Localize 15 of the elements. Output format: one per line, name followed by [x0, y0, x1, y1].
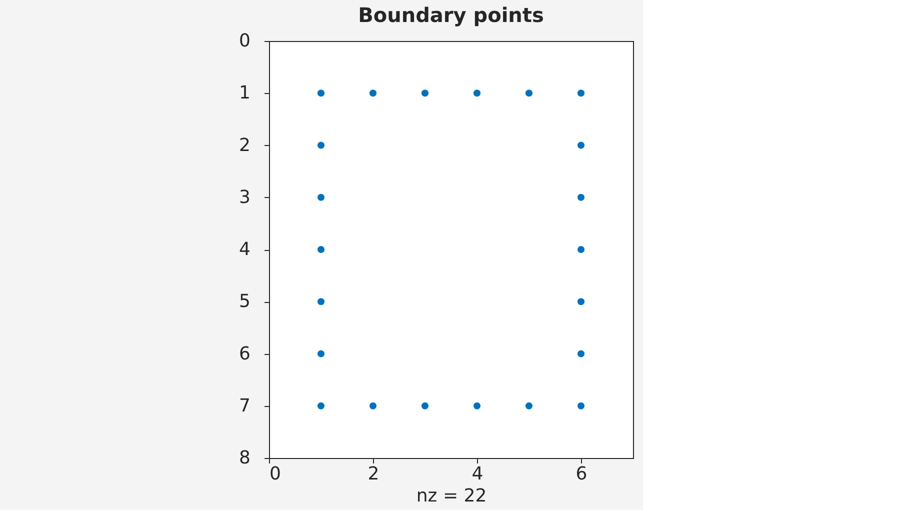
x-tick-label: 0 — [270, 464, 281, 484]
y-tick-label: 2 — [239, 134, 250, 156]
y-tick-label: 7 — [239, 395, 250, 416]
x-tick-label: 6 — [576, 464, 588, 484]
x-axis-title: nz = 22 — [416, 486, 487, 506]
y-tick-label: 0 — [239, 30, 250, 52]
y-tick-label: 3 — [239, 186, 250, 208]
y-tick-label: 5 — [239, 291, 250, 312]
y-tick-label: 8 — [239, 448, 250, 468]
x-tick-label: 4 — [472, 464, 484, 484]
y-tick-label: 6 — [239, 343, 250, 364]
y-tick-label: 4 — [239, 239, 250, 260]
y-tick-label: 1 — [239, 82, 250, 104]
chart-title: Boundary points — [358, 3, 544, 27]
x-tick-label: 2 — [368, 464, 380, 484]
